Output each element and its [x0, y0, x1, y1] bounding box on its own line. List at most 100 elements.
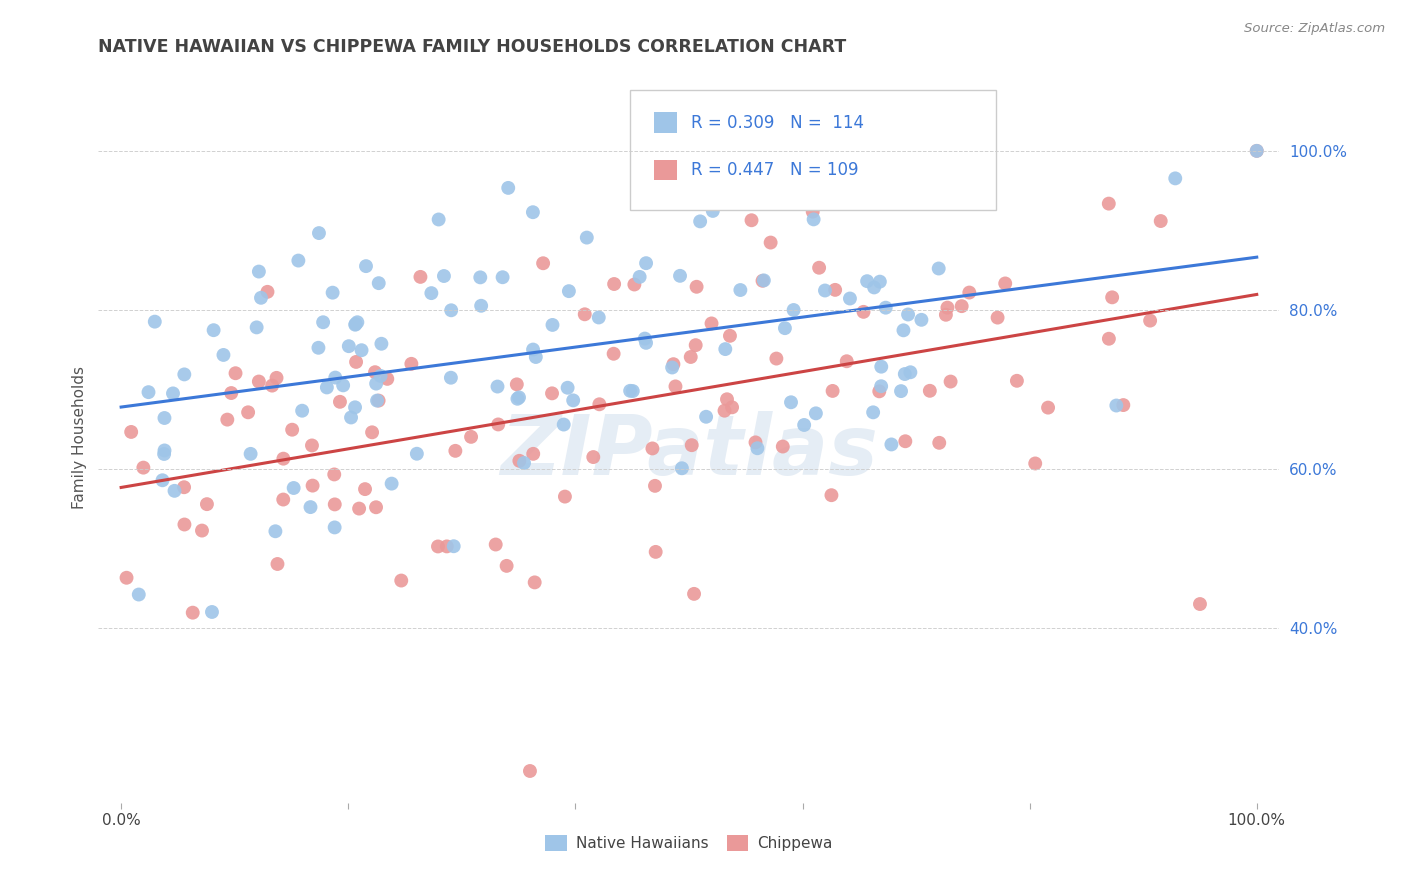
Point: [1105, 399, 1128, 413]
Point: [950, 299, 973, 313]
Point: [239, 447, 262, 461]
Point: [323, 370, 346, 384]
Point: [1098, 196, 1121, 211]
Point: [939, 375, 962, 389]
Point: [173, 517, 195, 532]
Point: [460, 430, 482, 444]
Point: [669, 268, 692, 283]
Legend: Native Hawaiians, Chippewa: Native Hawaiians, Chippewa: [538, 829, 839, 857]
Point: [918, 384, 941, 398]
Point: [894, 367, 917, 381]
Point: [765, 351, 787, 366]
Point: [1246, 144, 1268, 158]
Point: [128, 588, 150, 602]
Point: [301, 478, 323, 492]
Text: NATIVE HAWAIIAN VS CHIPPEWA FAMILY HOUSEHOLDS CORRELATION CHART: NATIVE HAWAIIAN VS CHIPPEWA FAMILY HOUSE…: [98, 38, 846, 56]
Point: [588, 310, 610, 325]
Point: [893, 323, 915, 337]
Point: [246, 320, 269, 334]
Point: [389, 574, 412, 588]
Point: [367, 393, 389, 408]
Point: [910, 313, 932, 327]
Point: [329, 394, 352, 409]
Point: [588, 397, 610, 411]
Point: [987, 310, 1010, 325]
Point: [524, 350, 547, 364]
Point: [636, 256, 658, 270]
Point: [212, 348, 235, 362]
Point: [695, 409, 717, 424]
Text: R = 0.309   N =  114: R = 0.309 N = 114: [690, 113, 863, 131]
Point: [354, 482, 377, 496]
Point: [641, 442, 664, 456]
Point: [718, 328, 741, 343]
Point: [367, 276, 389, 290]
Point: [683, 587, 706, 601]
Point: [486, 379, 509, 393]
Point: [405, 447, 427, 461]
Point: [132, 460, 155, 475]
Point: [120, 425, 142, 439]
Point: [315, 380, 337, 394]
Point: [875, 301, 897, 315]
Point: [420, 286, 443, 301]
Point: [506, 392, 529, 406]
Point: [862, 405, 884, 419]
Point: [868, 384, 890, 399]
Point: [283, 481, 305, 495]
Point: [366, 393, 388, 408]
Point: [301, 438, 323, 452]
Point: [433, 268, 456, 283]
Point: [752, 273, 775, 287]
Point: [852, 305, 875, 319]
Point: [714, 342, 737, 356]
Point: [299, 500, 322, 515]
Point: [664, 379, 686, 393]
Point: [776, 195, 799, 210]
Point: [679, 350, 702, 364]
Point: [347, 501, 370, 516]
Point: [219, 386, 242, 401]
Point: [730, 283, 752, 297]
Point: [780, 395, 803, 409]
Point: [266, 557, 288, 571]
Point: [662, 357, 685, 371]
Point: [741, 213, 763, 227]
Point: [721, 401, 744, 415]
Text: Source: ZipAtlas.com: Source: ZipAtlas.com: [1244, 22, 1385, 36]
Point: [381, 476, 404, 491]
Point: [702, 203, 724, 218]
Point: [427, 212, 450, 227]
Point: [361, 425, 384, 440]
Point: [485, 537, 508, 551]
Point: [541, 318, 564, 332]
Point: [562, 393, 585, 408]
Point: [1036, 401, 1059, 415]
Point: [821, 384, 844, 398]
Point: [202, 323, 225, 337]
Point: [344, 317, 367, 331]
Point: [681, 438, 703, 452]
Point: [364, 500, 387, 515]
Point: [897, 308, 920, 322]
Point: [340, 410, 363, 425]
Point: [307, 341, 329, 355]
Point: [287, 253, 309, 268]
Point: [773, 321, 796, 335]
Point: [685, 279, 707, 293]
Point: [1188, 597, 1211, 611]
Point: [495, 558, 517, 573]
Point: [804, 406, 827, 420]
Point: [496, 181, 519, 195]
Point: [346, 315, 368, 329]
Point: [332, 378, 354, 392]
Point: [370, 336, 392, 351]
Point: [634, 332, 657, 346]
Point: [308, 226, 330, 240]
Point: [344, 355, 367, 369]
Point: [281, 423, 304, 437]
Point: [440, 303, 463, 318]
Point: [247, 375, 270, 389]
Point: [443, 539, 465, 553]
Point: [671, 461, 693, 475]
